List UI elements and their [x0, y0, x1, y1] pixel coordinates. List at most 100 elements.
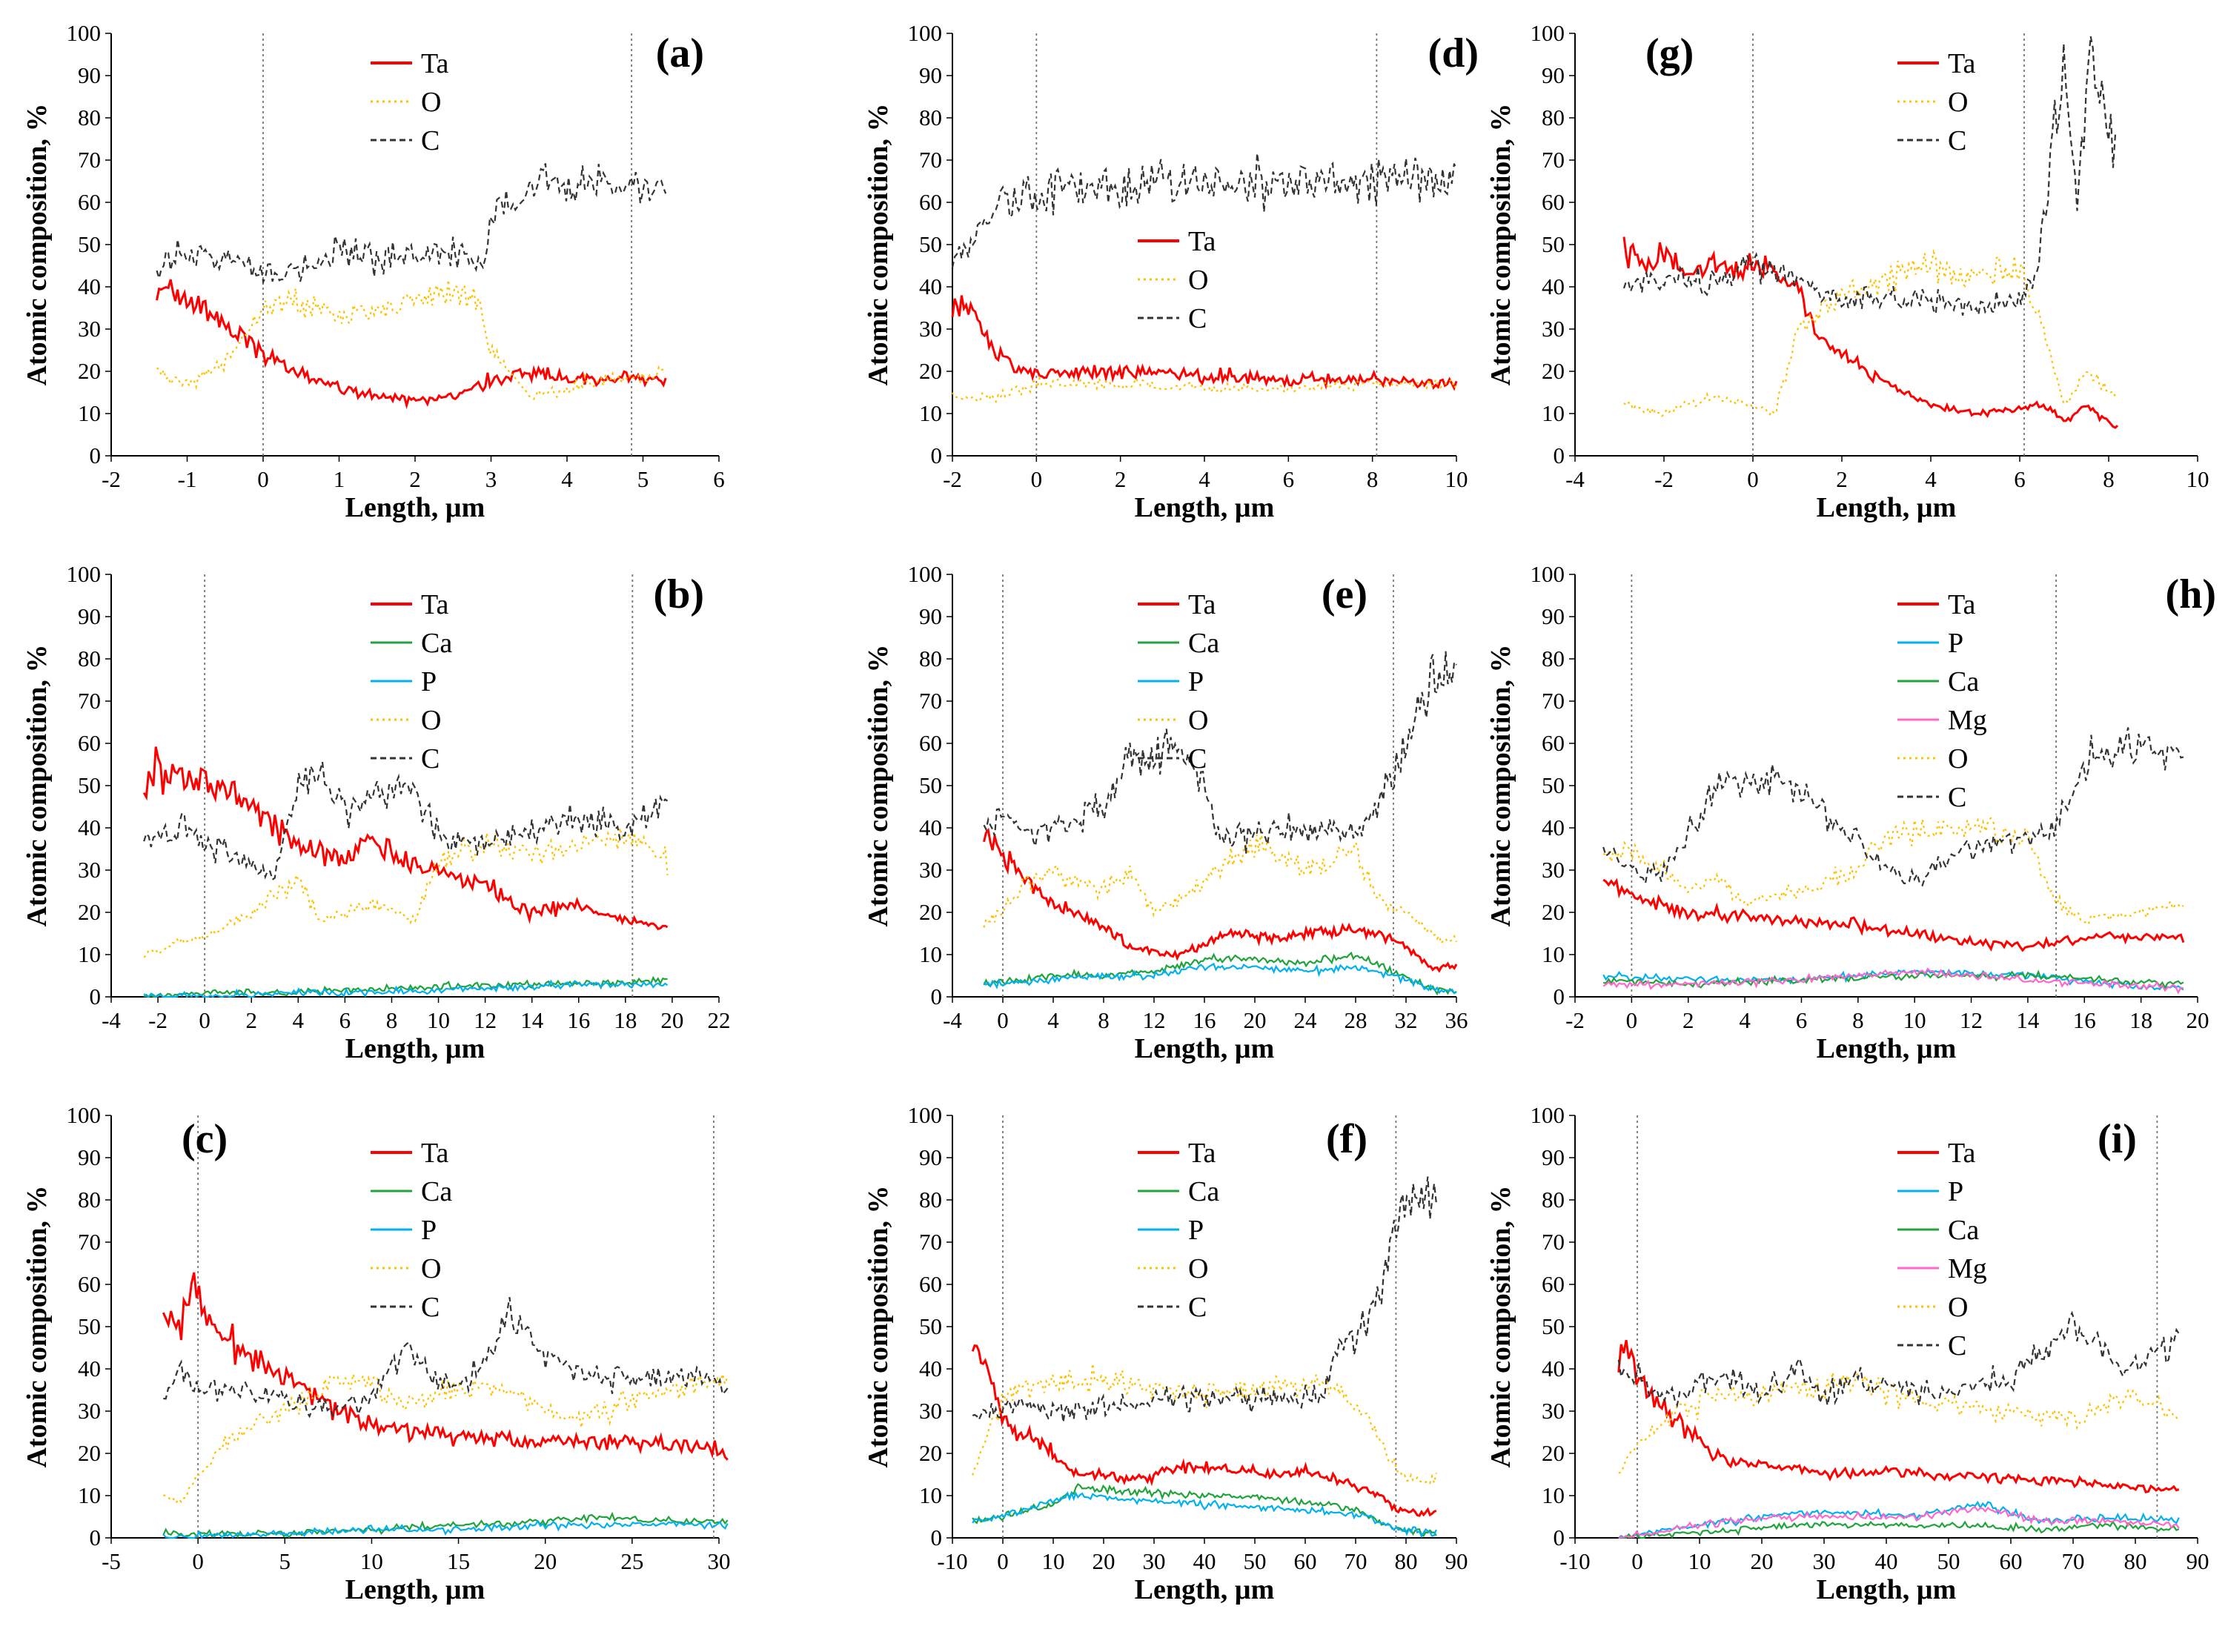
- y-tick-label: 40: [1542, 273, 1565, 299]
- x-tick-label: 18: [2129, 1007, 2152, 1033]
- y-tick-label: 0: [90, 442, 102, 468]
- x-tick-label: 36: [1445, 1007, 1468, 1033]
- y-tick-label: 40: [919, 273, 942, 299]
- x-tick-label: -2: [1654, 466, 1674, 492]
- x-tick-label: 4: [293, 1007, 305, 1033]
- series-ta-line: [983, 827, 1458, 973]
- x-tick-label: 18: [614, 1007, 637, 1033]
- x-tick-label: 14: [520, 1007, 544, 1033]
- legend-label-p: P: [1948, 628, 1963, 659]
- y-tick-label: 10: [919, 400, 942, 426]
- y-tick-label: 70: [78, 147, 101, 173]
- y-tick-label: 20: [78, 1440, 101, 1466]
- x-tick-label: 32: [1395, 1007, 1418, 1033]
- legend-label-c: C: [1948, 782, 1966, 813]
- y-axis-label: Atomic composition, %: [21, 644, 53, 926]
- series-c-line: [156, 163, 667, 285]
- panel-g: 0 10 20 30 40 50 60 70 80 90 100 -4 -2 0 2 4 6 8 10 Length,…: [1485, 20, 2209, 523]
- x-tick-label: 2: [409, 466, 421, 492]
- series-ta-line: [1617, 1339, 2180, 1493]
- series-o-line: [163, 1373, 729, 1505]
- x-tick-label: 8: [1098, 1007, 1110, 1033]
- x-tick-label: 5: [279, 1548, 291, 1574]
- x-tick-label: 15: [447, 1548, 470, 1574]
- x-tick-label: 40: [1875, 1548, 1898, 1574]
- y-tick-label: 60: [1542, 189, 1565, 215]
- x-tick-label: 10: [2186, 466, 2209, 492]
- y-tick-label: 80: [78, 105, 101, 130]
- legend-label-o: O: [1948, 743, 1968, 774]
- x-axis-label: Length, µm: [1135, 1033, 1275, 1064]
- x-tick-label: 90: [1445, 1548, 1468, 1574]
- x-tick-label: 0: [997, 1548, 1009, 1574]
- x-tick-label: 8: [386, 1007, 398, 1033]
- y-tick-label: 100: [1531, 1102, 1565, 1128]
- y-tick-label: 70: [919, 147, 942, 173]
- x-tick-label: 25: [620, 1548, 643, 1574]
- x-axis-label: Length, µm: [345, 1033, 485, 1064]
- legend-label-o: O: [421, 705, 441, 736]
- y-tick-label: 90: [1542, 1144, 1565, 1170]
- y-tick-label: 20: [78, 358, 101, 384]
- legend-label-mg: Mg: [1948, 705, 1987, 736]
- x-tick-label: 1: [334, 466, 345, 492]
- y-tick-label: 20: [919, 358, 942, 384]
- x-tick-label: 14: [2016, 1007, 2040, 1033]
- y-axis-label: Atomic composition, %: [863, 1185, 894, 1467]
- series-c-line: [1617, 1310, 2180, 1408]
- x-axis-label: Length, µm: [1135, 1574, 1275, 1605]
- legend-label-ta: Ta: [421, 48, 449, 79]
- y-tick-label: 30: [1542, 316, 1565, 342]
- y-tick-label: 10: [78, 1482, 101, 1508]
- x-tick-label: 0: [1031, 466, 1043, 492]
- x-axis-label: Length, µm: [1817, 492, 1957, 523]
- legend-label-p: P: [1188, 1215, 1204, 1246]
- x-tick-label: 10: [1688, 1548, 1711, 1574]
- x-tick-label: 0: [1626, 1007, 1638, 1033]
- y-tick-label: 100: [1531, 20, 1565, 46]
- panel-b: 0 10 20 30 40 50 60 70 80 90 100 -4 -2 0 2 4 6 8 10 12 14 16 1…: [21, 561, 731, 1064]
- series-ca-line: [1618, 1520, 2180, 1539]
- legend-label-o: O: [1188, 705, 1208, 736]
- y-tick-label: 70: [1542, 1229, 1565, 1255]
- y-axis-label: Atomic composition, %: [21, 103, 53, 385]
- y-tick-label: 80: [1542, 1187, 1565, 1213]
- x-tick-label: 8: [1852, 1007, 1864, 1033]
- y-tick-label: 0: [931, 1525, 943, 1550]
- y-tick-label: 100: [908, 20, 943, 46]
- legend-label-c: C: [1188, 1292, 1207, 1323]
- x-tick-label: 4: [1198, 466, 1210, 492]
- y-axis-label: Atomic composition, %: [863, 103, 894, 385]
- y-tick-label: 90: [78, 62, 101, 88]
- x-tick-label: 40: [1193, 1548, 1216, 1574]
- y-tick-label: 80: [919, 1187, 942, 1213]
- y-axis-label: Atomic composition, %: [1485, 644, 1516, 926]
- y-tick-label: 60: [78, 1271, 101, 1297]
- y-tick-label: 100: [908, 1102, 943, 1128]
- y-tick-label: 100: [1531, 561, 1565, 587]
- legend-label-ca: Ca: [1188, 1176, 1219, 1207]
- series-ta-line: [971, 1344, 1437, 1517]
- series-ta-line: [1602, 878, 2185, 952]
- series-c-line: [983, 651, 1457, 855]
- x-tick-label: 0: [192, 1548, 204, 1574]
- y-tick-label: 40: [78, 815, 101, 840]
- y-tick-label: 90: [919, 62, 942, 88]
- x-tick-label: 20: [1093, 1548, 1115, 1574]
- legend-label-o: O: [421, 87, 441, 118]
- y-tick-label: 30: [919, 857, 942, 883]
- legend-label-ca: Ca: [1948, 1215, 1979, 1246]
- x-tick-label: -10: [1559, 1548, 1590, 1574]
- series-ca-line: [143, 975, 668, 998]
- x-tick-label: 80: [1395, 1548, 1418, 1574]
- y-tick-label: 90: [78, 1144, 101, 1170]
- x-tick-label: 20: [1751, 1548, 1774, 1574]
- legend-label-ta: Ta: [1948, 589, 1976, 620]
- x-tick-label: 0: [997, 1007, 1009, 1033]
- y-tick-label: 30: [1542, 857, 1565, 883]
- y-tick-label: 70: [919, 1229, 942, 1255]
- series-mg-line: [1602, 967, 2184, 995]
- legend-label-p: P: [1188, 666, 1204, 697]
- legend-label-o: O: [1188, 265, 1208, 296]
